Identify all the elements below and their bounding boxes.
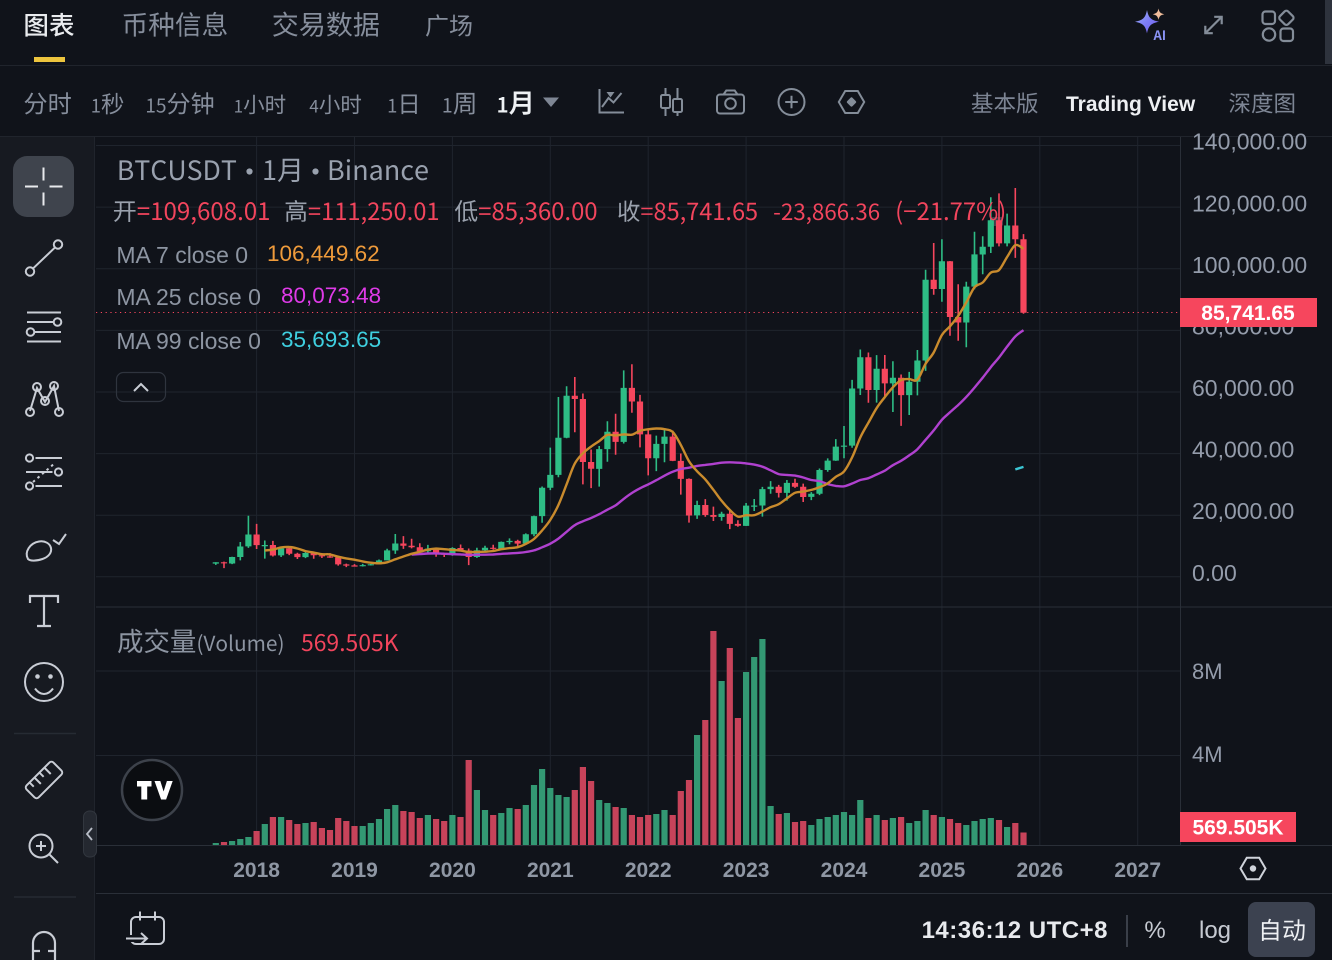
svg-text:8M: 8M (1192, 659, 1223, 684)
svg-text:2026: 2026 (1016, 859, 1063, 882)
svg-text:569.505K: 569.505K (1192, 817, 1283, 840)
svg-text:100,000.00: 100,000.00 (1192, 252, 1307, 278)
svg-text:MA 25 close 0: MA 25 close 0 (116, 284, 260, 310)
svg-text:2025: 2025 (919, 859, 966, 882)
svg-text:80,073.48: 80,073.48 (281, 283, 381, 308)
svg-text:Trading View: Trading View (1066, 93, 1196, 116)
svg-text:40,000.00: 40,000.00 (1192, 437, 1294, 463)
svg-text:2027: 2027 (1114, 859, 1161, 882)
svg-text:120,000.00: 120,000.00 (1192, 190, 1307, 216)
svg-text:log: log (1199, 917, 1231, 944)
svg-text:MA 7 close 0: MA 7 close 0 (116, 242, 248, 268)
svg-text:2018: 2018 (233, 859, 280, 882)
svg-text:35,693.65: 35,693.65 (281, 327, 381, 352)
svg-text:2023: 2023 (723, 859, 770, 882)
svg-text:14:36:12 UTC+8: 14:36:12 UTC+8 (922, 917, 1108, 944)
svg-text:2019: 2019 (331, 859, 378, 882)
svg-text:2020: 2020 (429, 859, 476, 882)
svg-text:0.00: 0.00 (1192, 560, 1237, 586)
svg-text:2022: 2022 (625, 859, 672, 882)
svg-text:4M: 4M (1192, 742, 1223, 767)
svg-text:%: % (1144, 917, 1165, 944)
svg-text:2024: 2024 (821, 859, 868, 882)
svg-text:140,000.00: 140,000.00 (1192, 129, 1307, 155)
svg-text:MA 99 close 0: MA 99 close 0 (116, 328, 260, 354)
svg-text:106,449.62: 106,449.62 (267, 241, 380, 266)
svg-text:20,000.00: 20,000.00 (1192, 498, 1294, 524)
svg-text:85,741.65: 85,741.65 (1201, 302, 1295, 325)
svg-text:60,000.00: 60,000.00 (1192, 375, 1294, 401)
svg-text:2021: 2021 (527, 859, 574, 882)
